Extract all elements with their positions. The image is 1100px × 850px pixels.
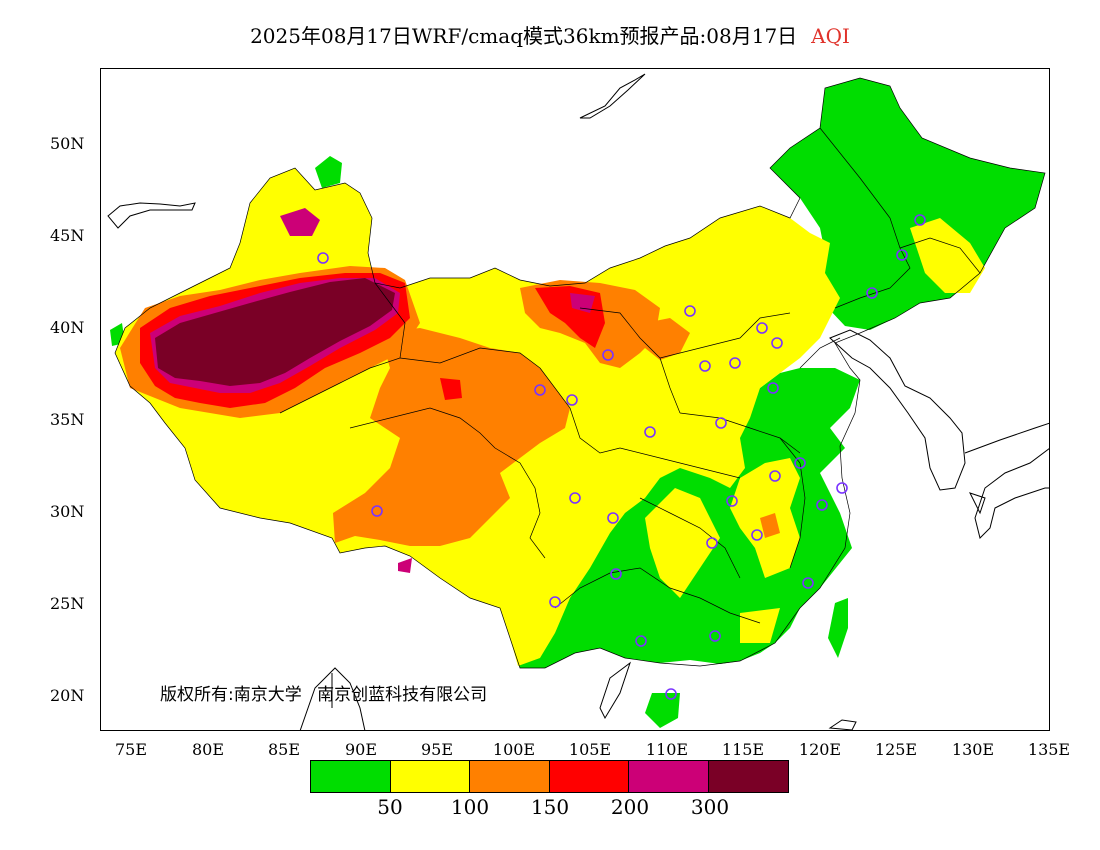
station-marker (607, 512, 619, 524)
station-marker (729, 357, 741, 369)
station-marker (317, 252, 329, 264)
luzon-coast (828, 719, 857, 731)
station-marker (684, 305, 696, 317)
lon-label-115e: 115E (721, 740, 765, 759)
qinghai-sichuan-orange (333, 328, 570, 546)
station-marker (816, 499, 828, 511)
legend-label-150: 150 (530, 795, 570, 819)
aqi-field (110, 78, 1045, 728)
lat-label-45n: 45N (50, 226, 85, 245)
station-marker (726, 495, 738, 507)
station-marker (569, 492, 581, 504)
northeast-yellow (910, 218, 985, 293)
station-marker (914, 214, 926, 226)
station-marker (635, 635, 647, 647)
station-marker (794, 457, 806, 469)
lon-label-100e: 100E (492, 740, 536, 759)
station-markers (317, 214, 926, 700)
station-marker (866, 287, 878, 299)
hainan-green (645, 693, 680, 728)
ordos-purple (570, 293, 595, 313)
copyright: 版权所有:南京大学 南京创蓝科技有限公司 (160, 680, 487, 705)
caspian-coast (107, 202, 196, 229)
station-marker (709, 630, 721, 642)
korea-coast (829, 329, 966, 491)
lon-label-120e: 120E (798, 740, 842, 759)
station-marker (756, 322, 768, 334)
title-text: 2025年08月17日WRF/cmaq模式36km预报产品:08月17日 (250, 24, 798, 48)
lon-label-110e: 110E (645, 740, 689, 759)
station-marker (836, 482, 848, 494)
station-marker (566, 394, 578, 406)
station-marker (771, 337, 783, 349)
lon-label-130e: 130E (951, 740, 995, 759)
junggar-purple (280, 208, 320, 236)
legend-swatch-green (311, 761, 391, 792)
indochina-coast (599, 661, 631, 720)
legend-label-200: 200 (610, 795, 650, 819)
hunan-yellow (645, 488, 720, 598)
legend-swatch-maroon (708, 761, 788, 792)
station-marker (610, 568, 622, 580)
station-marker (767, 382, 779, 394)
lon-label-80e: 80E (191, 740, 225, 759)
taiwan-green (828, 598, 848, 658)
map-title: 2025年08月17日WRF/cmaq模式36km预报产品:08月17日 AQI (0, 20, 1100, 49)
station-marker (665, 688, 677, 700)
station-marker (371, 505, 383, 517)
station-marker (715, 417, 727, 429)
lat-label-35n: 35N (50, 410, 85, 429)
sakhalin-coast (579, 73, 646, 119)
lat-label-30n: 30N (50, 502, 85, 521)
legend-swatch-orange (470, 761, 550, 792)
lon-label-75e: 75E (114, 740, 148, 759)
copyright-owner-1: 版权所有:南京大学 (160, 685, 302, 705)
altai-green (315, 156, 342, 188)
lon-label-90e: 90E (344, 740, 378, 759)
lat-label-20n: 20N (50, 686, 85, 705)
station-marker (706, 537, 718, 549)
legend-swatch-red (549, 761, 629, 792)
station-marker (802, 577, 814, 589)
lat-label-25n: 25N (50, 594, 85, 613)
station-marker (751, 529, 763, 541)
lon-label-85e: 85E (267, 740, 301, 759)
station-marker (549, 596, 561, 608)
station-marker (769, 470, 781, 482)
jiangxi-orange (760, 513, 780, 538)
legend-label-300: 300 (690, 795, 730, 819)
copyright-owner-2: 南京创蓝科技有限公司 (317, 685, 488, 705)
coastlines (107, 73, 1050, 731)
station-marker (896, 249, 908, 261)
legend-swatch-yellow (390, 761, 470, 792)
hebei-orange (645, 318, 690, 360)
lon-label-105e: 105E (568, 740, 612, 759)
station-marker (699, 360, 711, 372)
lat-label-50n: 50N (50, 134, 85, 153)
station-marker (602, 349, 614, 361)
station-marker (644, 426, 656, 438)
lon-label-135e: 135E (1027, 740, 1071, 759)
aqi-map[interactable] (100, 68, 1050, 731)
bay-of-bengal-coast (299, 667, 366, 731)
legend-swatch-purple (629, 761, 709, 792)
province-borders (114, 77, 1046, 669)
product-label: AQI (811, 24, 850, 48)
tibet-purple (398, 558, 412, 573)
kyushu-coast (969, 492, 986, 515)
japan-coast (964, 422, 1050, 539)
lon-label-95e: 95E (420, 740, 454, 759)
station-marker (534, 384, 546, 396)
legend-label-50: 50 (377, 795, 403, 819)
aqi-legend (310, 760, 789, 793)
lat-label-40n: 40N (50, 318, 85, 337)
qaidam-red (440, 378, 462, 400)
legend-label-100: 100 (450, 795, 490, 819)
guangdong-yellow (740, 608, 780, 643)
taklamakan-maroon (155, 278, 395, 386)
lon-label-125e: 125E (874, 740, 918, 759)
